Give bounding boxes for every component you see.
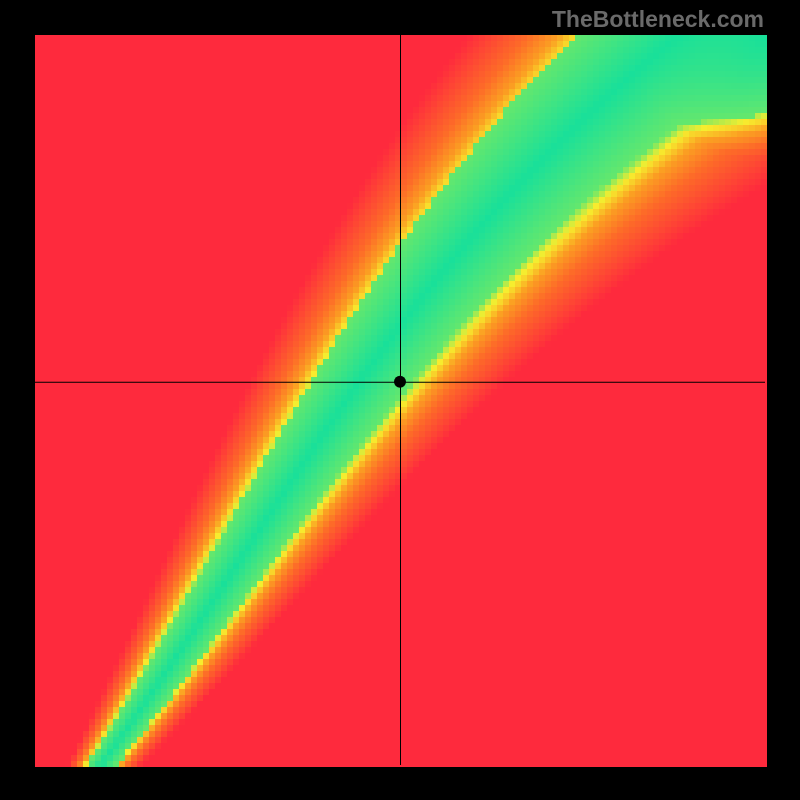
watermark-label: TheBottleneck.com: [552, 6, 764, 33]
bottleneck-heatmap: [0, 0, 800, 800]
chart-container: TheBottleneck.com: [0, 0, 800, 800]
